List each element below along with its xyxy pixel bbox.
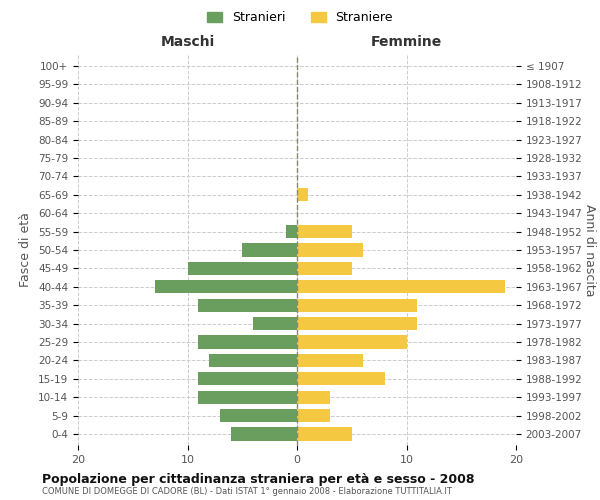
Bar bbox=[297, 280, 505, 293]
Bar bbox=[286, 225, 297, 238]
Bar bbox=[297, 244, 362, 256]
Legend: Stranieri, Straniere: Stranieri, Straniere bbox=[202, 6, 398, 29]
Bar bbox=[297, 188, 308, 202]
Bar bbox=[232, 428, 297, 440]
Bar bbox=[297, 336, 407, 348]
Bar bbox=[297, 262, 352, 275]
Bar bbox=[187, 262, 297, 275]
Text: Maschi: Maschi bbox=[160, 36, 215, 50]
Bar bbox=[297, 225, 352, 238]
Bar bbox=[297, 428, 352, 440]
Bar bbox=[297, 298, 418, 312]
Y-axis label: Anni di nascita: Anni di nascita bbox=[583, 204, 596, 296]
Bar bbox=[297, 390, 330, 404]
Bar bbox=[242, 244, 297, 256]
Bar bbox=[297, 409, 330, 422]
Bar bbox=[220, 409, 297, 422]
Y-axis label: Fasce di età: Fasce di età bbox=[19, 212, 32, 288]
Bar bbox=[199, 372, 297, 386]
Bar bbox=[199, 336, 297, 348]
Text: Popolazione per cittadinanza straniera per età e sesso - 2008: Popolazione per cittadinanza straniera p… bbox=[42, 472, 475, 486]
Bar bbox=[209, 354, 297, 367]
Text: COMUNE DI DOMEGGE DI CADORE (BL) - Dati ISTAT 1° gennaio 2008 - Elaborazione TUT: COMUNE DI DOMEGGE DI CADORE (BL) - Dati … bbox=[42, 488, 452, 496]
Bar bbox=[199, 390, 297, 404]
Bar bbox=[199, 298, 297, 312]
Bar bbox=[297, 354, 362, 367]
Bar bbox=[297, 317, 418, 330]
Text: Femmine: Femmine bbox=[371, 36, 442, 50]
Bar bbox=[155, 280, 297, 293]
Bar bbox=[297, 372, 385, 386]
Bar bbox=[253, 317, 297, 330]
